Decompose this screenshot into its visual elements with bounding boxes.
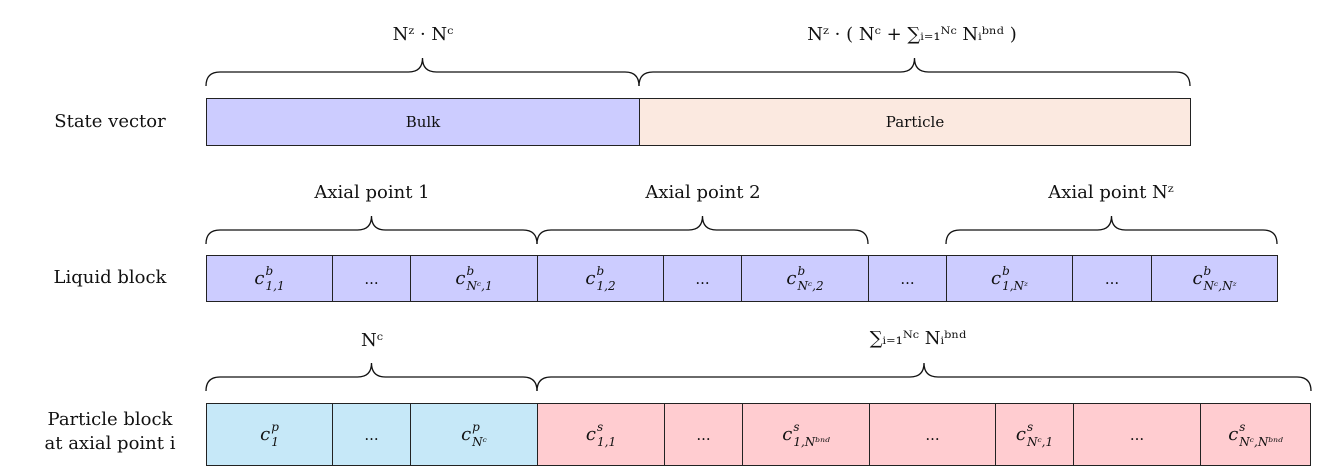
- particle-cell-5: ...: [664, 403, 743, 466]
- brace-label-particle: Nᶻ · ( Nᶜ + ∑ᵢ₌₁ᴺᶜ Nᵢᵇⁿᵈ ): [807, 24, 1017, 45]
- brace-label-axial-n: Axial point Nᶻ: [1048, 182, 1174, 203]
- state-cell-2: Particle: [639, 98, 1191, 146]
- cell-variable: c: [260, 424, 271, 445]
- row-label-liquid-block: Liquid block: [53, 267, 167, 288]
- liquid-cell-6: c b Nᶜ,2: [741, 255, 869, 302]
- brace-label-solid-count: ∑ᵢ₌₁ᴺᶜ Nᵢᵇⁿᵈ: [869, 328, 967, 349]
- liquid-cell-7: ...: [868, 255, 947, 302]
- brace-axial-2: [536, 215, 869, 245]
- cell-variable: c: [1228, 424, 1239, 445]
- cell-variable: c: [786, 268, 797, 289]
- brace-label-bulk: Nᶻ · Nᶜ: [392, 24, 454, 45]
- cell-variable: c: [585, 424, 596, 445]
- cell-superscript: s: [1026, 420, 1034, 434]
- particle-cell-8: c s Nᶜ,1: [995, 403, 1074, 466]
- cell-superscript: b: [1203, 264, 1212, 278]
- cell-subscript: Nᶜ,Nᵇⁿᵈ: [1239, 435, 1283, 449]
- cell-text: ...: [364, 425, 379, 444]
- row-label-line1: Particle block: [47, 409, 173, 430]
- cell-text: ...: [696, 425, 711, 444]
- cell-variable: c: [585, 268, 596, 289]
- cell-superscript: p: [472, 420, 480, 434]
- state-cell-1: Bulk: [206, 98, 640, 146]
- cell-variable: c: [990, 268, 1002, 289]
- cell-text: ...: [1129, 425, 1145, 444]
- cell-text: ...: [925, 425, 940, 444]
- cell-subscript: 1,1: [265, 279, 285, 293]
- brace-label-particle-count: Nᶜ: [361, 330, 383, 351]
- brace-label-axial-1: Axial point 1: [314, 182, 430, 203]
- cell-variable: c: [254, 268, 265, 289]
- liquid-cell-1: c b 1,1: [206, 255, 333, 302]
- cell-superscript: b: [265, 264, 274, 278]
- liquid-cell-9: ...: [1072, 255, 1152, 302]
- cell-subscript: 1,Nᶻ: [1002, 279, 1029, 293]
- liquid-cell-2: ...: [332, 255, 411, 302]
- cell-variable: c: [461, 424, 472, 445]
- cell-variable: c: [1192, 268, 1203, 289]
- particle-cell-7: ...: [869, 403, 996, 466]
- cell-superscript: s: [793, 420, 800, 434]
- cell-variable: c: [782, 424, 793, 445]
- row-label-line2: at axial point i: [44, 433, 176, 454]
- liquid-cell-4: c b 1,2: [537, 255, 664, 302]
- cell-variable: c: [1015, 424, 1026, 445]
- cell-superscript: b: [466, 264, 475, 278]
- particle-cell-9: ...: [1073, 403, 1201, 466]
- cell-text: ...: [1104, 269, 1120, 288]
- brace-particle-count: [205, 362, 538, 392]
- cell-subscript: 1,2: [596, 279, 616, 293]
- brace-axial-1: [205, 215, 538, 245]
- cell-text: ...: [900, 269, 915, 288]
- cell-superscript: p: [271, 420, 279, 434]
- cell-variable: c: [455, 268, 466, 289]
- liquid-cell-8: c b 1,Nᶻ: [946, 255, 1073, 302]
- cell-text: Bulk: [405, 113, 441, 131]
- liquid-cell-3: c b Nᶜ,1: [410, 255, 538, 302]
- cell-subscript: Nᶜ: [472, 435, 487, 449]
- particle-cell-2: ...: [332, 403, 411, 466]
- brace-particle: [638, 57, 1191, 87]
- brace-solid-count: [536, 362, 1312, 392]
- cell-subscript: Nᶜ,1: [1026, 435, 1054, 449]
- liquid-cell-10: c b Nᶜ,Nᶻ: [1151, 255, 1278, 302]
- particle-cell-6: c s 1,Nᵇⁿᵈ: [742, 403, 870, 466]
- cell-subscript: 1,Nᵇⁿᵈ: [793, 435, 830, 449]
- brace-label-axial-2: Axial point 2: [645, 182, 761, 203]
- cell-text: ...: [364, 269, 379, 288]
- cell-subscript: 1,1: [597, 435, 617, 449]
- brace-bulk: [205, 57, 640, 87]
- cell-subscript: Nᶜ,1: [466, 279, 493, 293]
- liquid-cell-5: ...: [663, 255, 742, 302]
- cell-subscript: 1: [271, 435, 279, 449]
- brace-axial-n: [945, 215, 1278, 245]
- row-label-particle-block: Particle block at axial point i: [20, 408, 200, 456]
- cell-superscript: s: [597, 420, 604, 434]
- cell-superscript: b: [1002, 264, 1010, 278]
- cell-superscript: b: [797, 264, 806, 278]
- row-label-state-vector: State vector: [54, 111, 166, 132]
- cell-superscript: b: [596, 264, 605, 278]
- cell-text: ...: [695, 269, 710, 288]
- cell-subscript: Nᶜ,Nᶻ: [1203, 279, 1237, 293]
- cell-text: Particle: [885, 113, 945, 131]
- particle-cell-10: c s Nᶜ,Nᵇⁿᵈ: [1200, 403, 1311, 466]
- cell-subscript: Nᶜ,2: [797, 279, 824, 293]
- particle-cell-3: c p Nᶜ: [410, 403, 538, 466]
- particle-cell-4: c s 1,1: [537, 403, 665, 466]
- cell-superscript: s: [1239, 420, 1246, 434]
